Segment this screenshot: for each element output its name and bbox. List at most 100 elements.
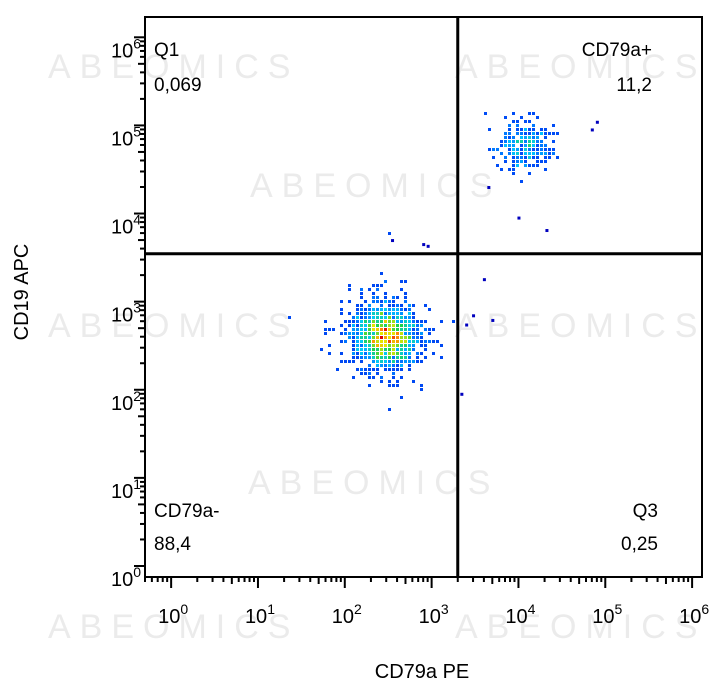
event-bin <box>368 364 371 367</box>
event-bin <box>532 164 535 167</box>
event-bin <box>544 160 547 163</box>
event-bin <box>368 384 371 387</box>
event-bin <box>392 364 395 367</box>
event-bin <box>372 356 375 359</box>
event-bin <box>368 372 371 375</box>
event-bin <box>536 156 539 159</box>
event-bin <box>520 152 523 155</box>
event-bin <box>344 340 347 343</box>
event-bin <box>420 352 423 355</box>
event-bin <box>408 340 411 343</box>
event-bin <box>352 328 355 331</box>
event-bin <box>500 140 503 143</box>
event-bin <box>324 320 327 323</box>
event-bin <box>400 320 403 323</box>
event-bin <box>528 172 531 175</box>
event-bin <box>520 148 523 151</box>
event-bin <box>504 136 507 139</box>
event-bin <box>404 348 407 351</box>
event-bin <box>392 336 395 339</box>
event-bin <box>372 300 375 303</box>
event-bin <box>384 352 387 355</box>
event-bin <box>368 352 371 355</box>
event-bin <box>368 320 371 323</box>
event-bin <box>404 352 407 355</box>
event-bin <box>512 144 515 147</box>
event-bin <box>372 376 375 379</box>
quadrant-percentage: 88,4 <box>154 534 191 555</box>
event-bin <box>388 408 391 411</box>
event-bin <box>504 144 507 147</box>
event-bin <box>368 332 371 335</box>
event-bin <box>404 300 407 303</box>
event-bin <box>352 332 355 335</box>
event-bin <box>396 380 399 383</box>
event-bin <box>408 364 411 367</box>
event-bin <box>528 120 531 123</box>
outlier-events <box>391 120 599 396</box>
event-bin <box>512 112 515 115</box>
event-bin <box>500 152 503 155</box>
event-bin <box>504 160 507 163</box>
event-bin <box>512 160 515 163</box>
event-bin <box>400 336 403 339</box>
event-bin <box>352 336 355 339</box>
event-bin <box>372 292 375 295</box>
event-bin <box>408 360 411 363</box>
event-bin <box>392 372 395 375</box>
event-bin <box>388 356 391 359</box>
y-tick-label: 100 <box>111 564 141 591</box>
event-bin <box>408 332 411 335</box>
event-bin <box>364 328 367 331</box>
event-bin <box>404 328 407 331</box>
event-bin <box>364 356 367 359</box>
event-bin <box>376 308 379 311</box>
event-bin <box>368 344 371 347</box>
event-bin <box>360 316 363 319</box>
event-bin <box>380 348 383 351</box>
event-bin <box>376 352 379 355</box>
event-bin <box>408 312 411 315</box>
event-bin <box>388 368 391 371</box>
event-bin <box>392 332 395 335</box>
event-bin <box>552 132 555 135</box>
event-bin <box>552 148 555 151</box>
event-bin <box>388 304 391 307</box>
event-bin <box>404 280 407 283</box>
event-bin <box>380 308 383 311</box>
event-bin <box>360 308 363 311</box>
event-bin <box>392 344 395 347</box>
event-bin <box>540 148 543 151</box>
event-bin <box>376 312 379 315</box>
event-bin <box>540 152 543 155</box>
event-bin <box>552 140 555 143</box>
event-bin <box>392 348 395 351</box>
event-bin <box>504 156 507 159</box>
event-bin <box>524 132 527 135</box>
event-bin <box>556 156 559 159</box>
x-tick-label: 102 <box>332 601 362 628</box>
event-bin <box>364 336 367 339</box>
watermark-6: ABEOMICS <box>48 608 299 646</box>
event-bin <box>420 320 423 323</box>
event-bin <box>428 308 431 311</box>
event-bin <box>492 148 495 151</box>
event-bin <box>544 148 547 151</box>
event-bin <box>364 312 367 315</box>
event-bin <box>392 360 395 363</box>
event-bin <box>404 324 407 327</box>
event-bin <box>380 300 383 303</box>
event-bin <box>400 312 403 315</box>
event-bin <box>380 352 383 355</box>
event-bin <box>356 348 359 351</box>
events-layer <box>288 112 599 411</box>
event-bin <box>400 340 403 343</box>
event-bin <box>372 308 375 311</box>
event-bin <box>324 332 327 335</box>
event-bin <box>548 152 551 155</box>
event-bin <box>356 312 359 315</box>
event-bin <box>432 340 435 343</box>
event-bin <box>368 348 371 351</box>
event-bin <box>412 380 415 383</box>
